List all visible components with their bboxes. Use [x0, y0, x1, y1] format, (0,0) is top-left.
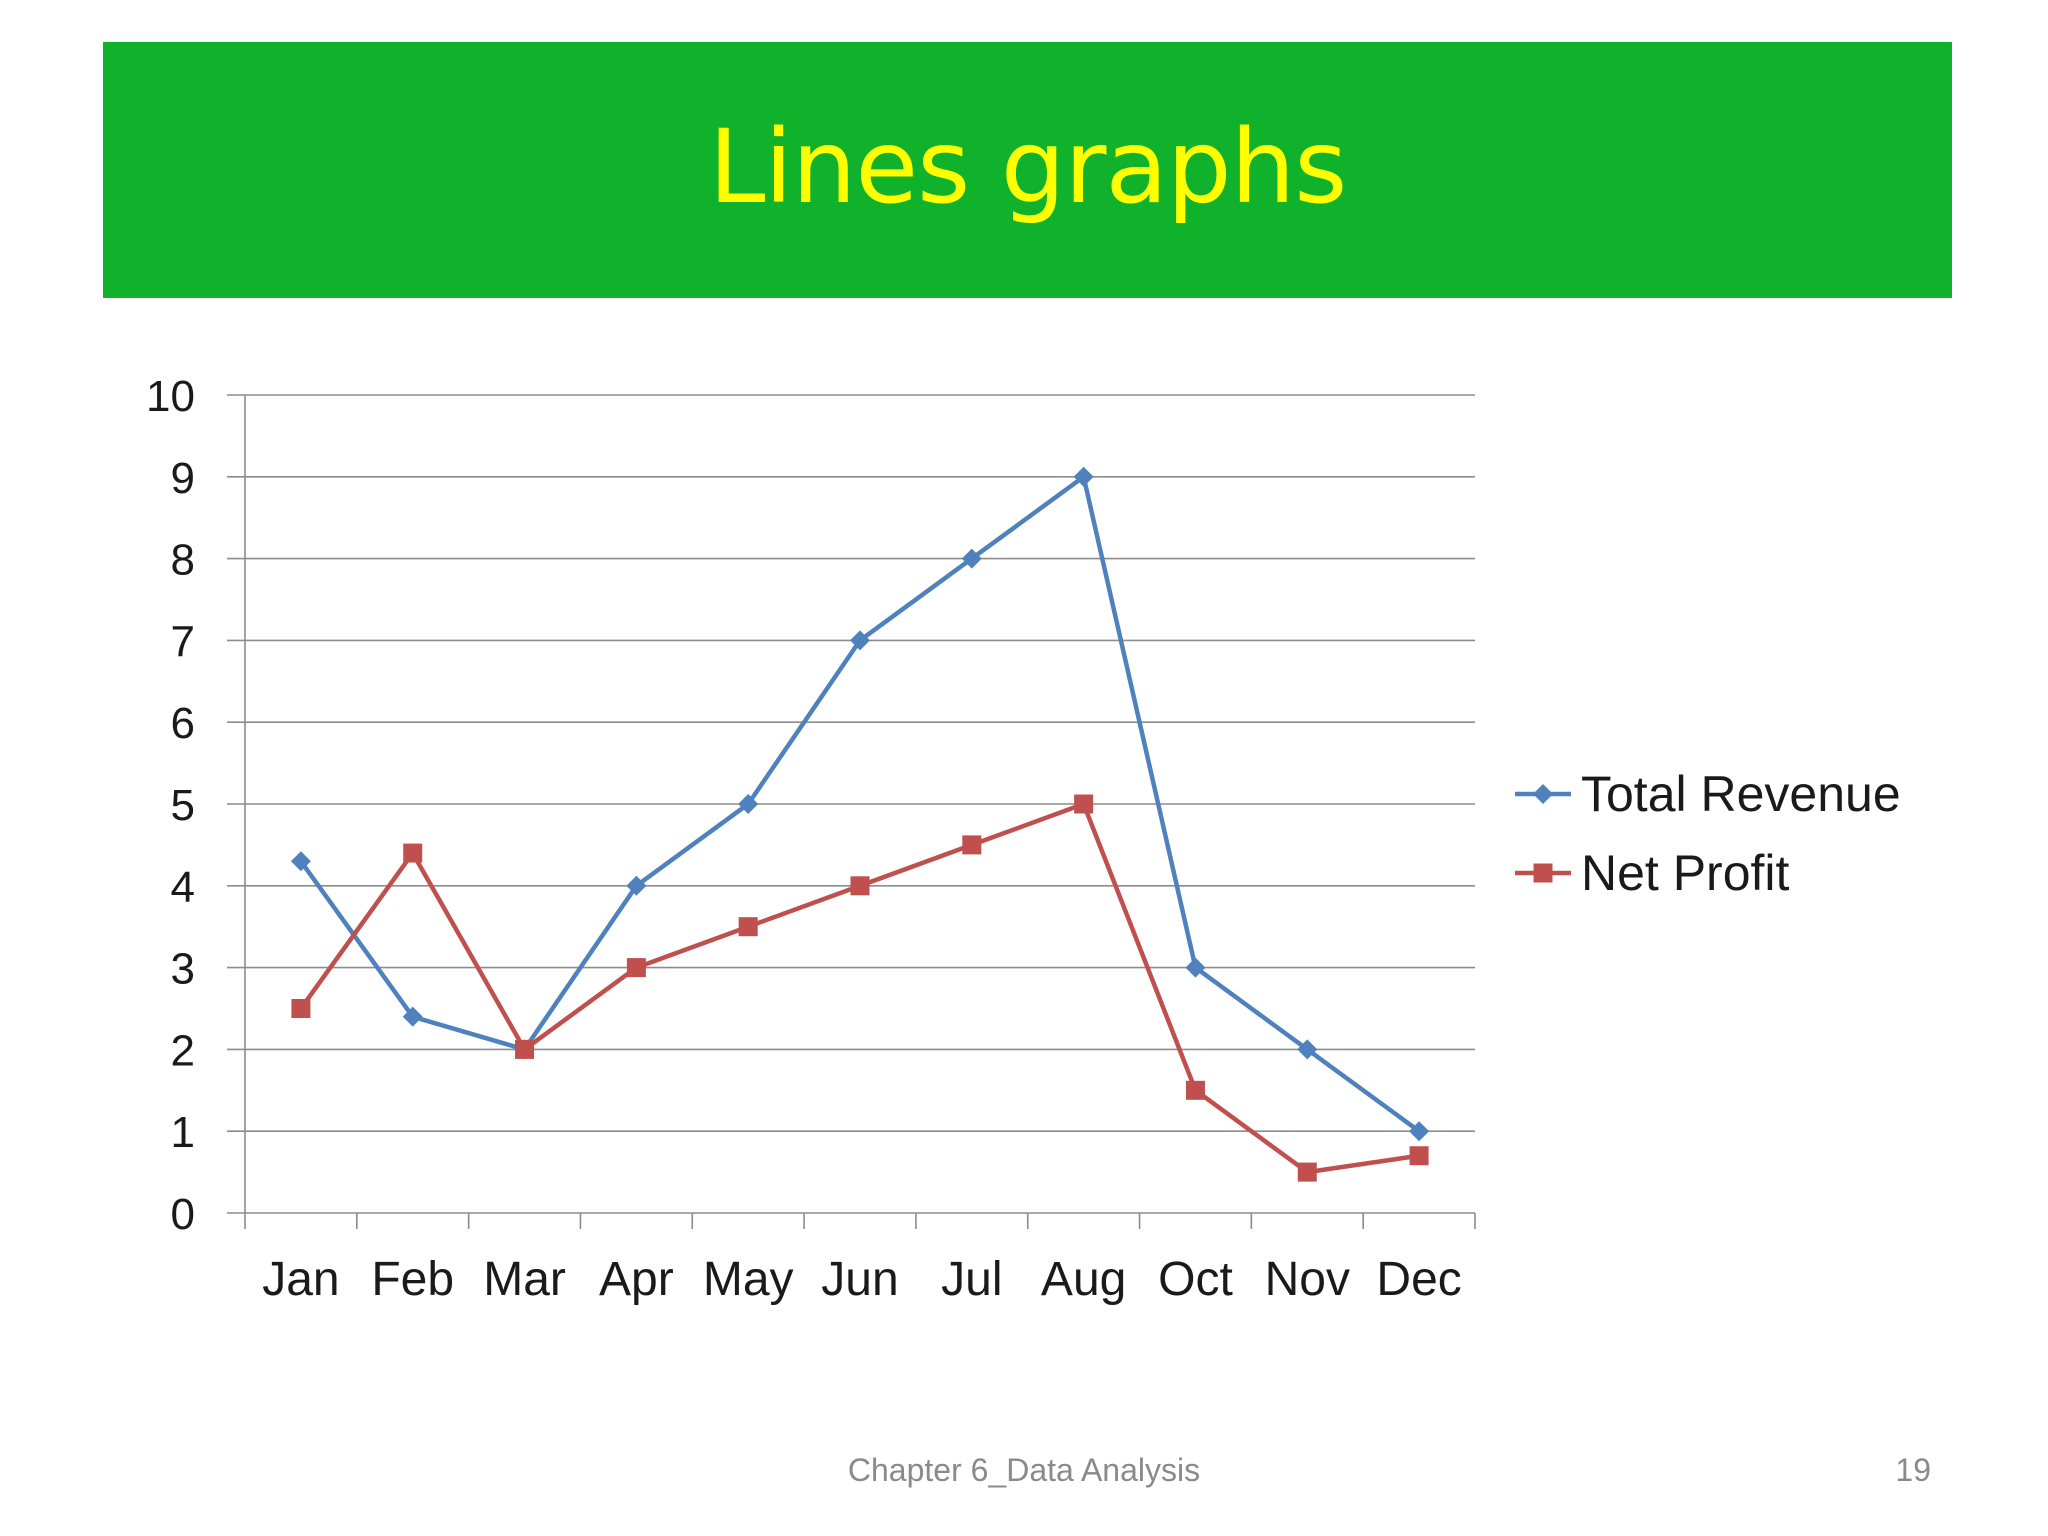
legend-label: Net Profit [1581, 845, 1790, 901]
y-tick-label: 0 [171, 1190, 195, 1239]
title-banner: Lines graphs [103, 42, 1952, 298]
x-tick-label: Nov [1265, 1253, 1350, 1306]
x-tick-label: Mar [483, 1253, 566, 1306]
data-point [290, 851, 311, 872]
y-tick-label: 9 [171, 454, 195, 503]
x-tick-label: May [703, 1253, 794, 1306]
y-tick-label: 10 [146, 372, 195, 421]
data-point [850, 876, 870, 896]
data-point [1185, 957, 1206, 978]
x-tick-label: Jul [941, 1253, 1002, 1306]
data-point [738, 917, 758, 937]
data-point [961, 548, 982, 569]
data-point [962, 835, 982, 855]
legend-marker [1533, 784, 1553, 804]
y-tick-label: 8 [171, 536, 195, 585]
footer-text: Chapter 6_Data Analysis [847, 1452, 1201, 1488]
data-point [291, 999, 311, 1018]
data-point [402, 1006, 423, 1027]
series-layer [290, 466, 1430, 1182]
legend-label: Total Revenue [1581, 766, 1901, 822]
y-tick-label: 4 [171, 863, 195, 912]
data-point [626, 875, 647, 896]
x-tick-label: Jan [262, 1253, 339, 1306]
slide-title: Lines graphs [708, 107, 1348, 227]
data-point [1409, 1121, 1430, 1142]
data-point [1297, 1162, 1317, 1182]
y-tick-label: 6 [171, 699, 195, 748]
legend: Total Revenue Net Profit [1515, 766, 1901, 901]
data-point [515, 1039, 535, 1059]
x-tick-label: Jun [821, 1253, 898, 1306]
page-number: 19 [1895, 1452, 1931, 1488]
data-point [1074, 794, 1094, 814]
legend-marker [1533, 863, 1553, 883]
y-tick-label: 2 [171, 1026, 195, 1075]
series-line-net-profit [299, 801, 1420, 1175]
data-point [403, 843, 423, 863]
axis-layer: 0 1 2 3 4 5 6 7 8 9 10 Jan Feb Mar Apr May Jun Jul Aug Oct N… [146, 372, 1476, 1306]
data-point [850, 630, 870, 651]
data-point [738, 794, 759, 814]
x-tick-label: Dec [1376, 1253, 1461, 1306]
y-tick-label: 7 [171, 617, 195, 666]
y-tick-label: 1 [171, 1108, 195, 1157]
data-point [1297, 1039, 1318, 1060]
x-tick-label: Aug [1041, 1253, 1126, 1306]
data-point [1073, 466, 1094, 487]
y-tick-label: 3 [171, 945, 195, 994]
data-point [1409, 1146, 1429, 1166]
x-tick-label: Apr [599, 1253, 674, 1306]
x-tick-label: Feb [371, 1253, 454, 1306]
x-tick-label: Oct [1158, 1253, 1233, 1306]
data-point [1185, 1080, 1205, 1100]
y-tick-label: 5 [171, 781, 195, 830]
data-point [626, 958, 646, 978]
